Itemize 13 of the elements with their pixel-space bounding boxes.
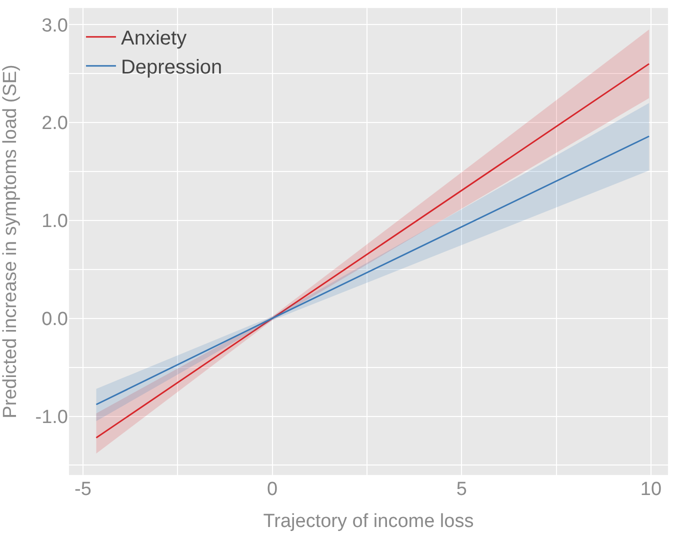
x-tick-label: -5 (74, 479, 92, 500)
x-tick-label: 10 (640, 479, 662, 500)
x-axis-title: Trajectory of income loss (263, 510, 474, 532)
legend-label: Anxiety (120, 28, 187, 50)
y-tick-label: 0.0 (42, 309, 68, 330)
x-tick-label: 5 (456, 479, 467, 500)
x-tick-label: 0 (267, 479, 278, 500)
y-tick-label: 2.0 (42, 113, 68, 134)
y-tick-label: -1.0 (35, 406, 68, 428)
y-tick-label: 1.0 (42, 211, 68, 232)
y-axis-title: Predicted increase in symptoms load (SE) (0, 64, 21, 418)
y-tick-label: 3.0 (42, 15, 68, 36)
legend-label: Depression (120, 56, 222, 79)
